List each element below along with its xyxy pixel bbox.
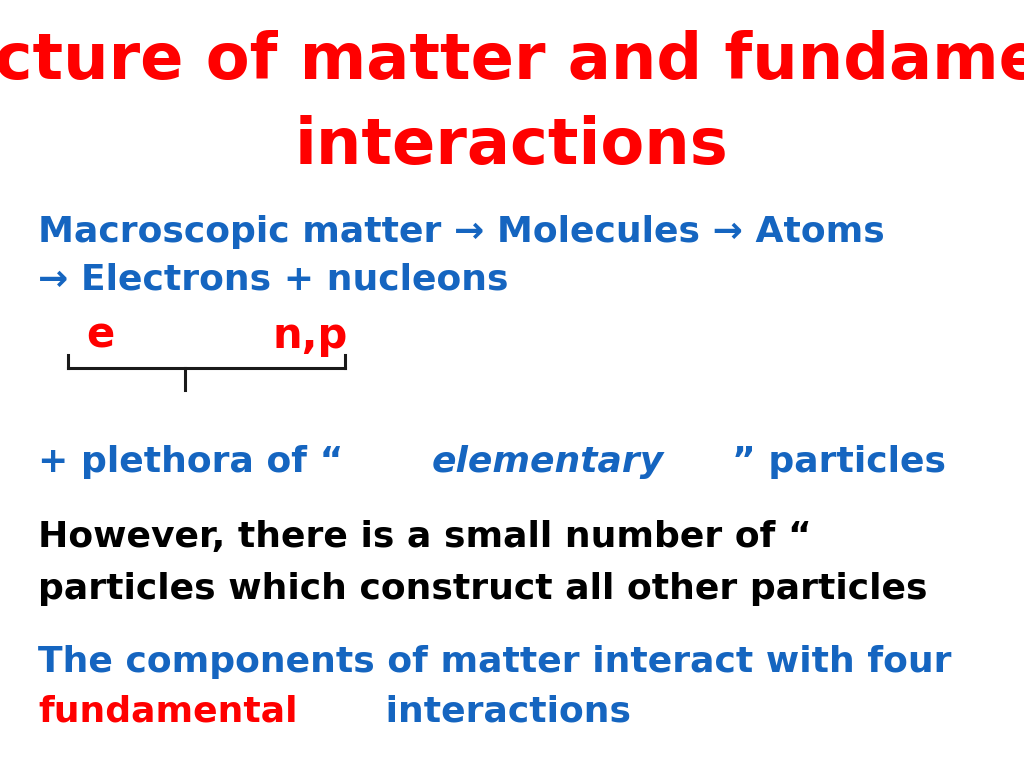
Text: ” particles: ” particles bbox=[732, 445, 946, 479]
Text: n,p: n,p bbox=[272, 315, 348, 357]
Text: elementary: elementary bbox=[432, 445, 665, 479]
Text: e: e bbox=[86, 315, 114, 357]
Text: → Electrons + nucleons: → Electrons + nucleons bbox=[38, 263, 509, 297]
Text: particles which construct all other particles: particles which construct all other part… bbox=[38, 572, 928, 606]
Text: The components of matter interact with four: The components of matter interact with f… bbox=[38, 645, 951, 679]
Text: fundamental: fundamental bbox=[38, 695, 298, 729]
Text: Macroscopic matter → Molecules → Atoms: Macroscopic matter → Molecules → Atoms bbox=[38, 215, 885, 249]
Text: Structure of matter and fundamental: Structure of matter and fundamental bbox=[0, 30, 1024, 92]
Text: interactions: interactions bbox=[373, 695, 631, 729]
Text: However, there is a small number of “: However, there is a small number of “ bbox=[38, 520, 812, 554]
Text: + plethora of “: + plethora of “ bbox=[38, 445, 343, 479]
Text: interactions: interactions bbox=[295, 115, 729, 177]
